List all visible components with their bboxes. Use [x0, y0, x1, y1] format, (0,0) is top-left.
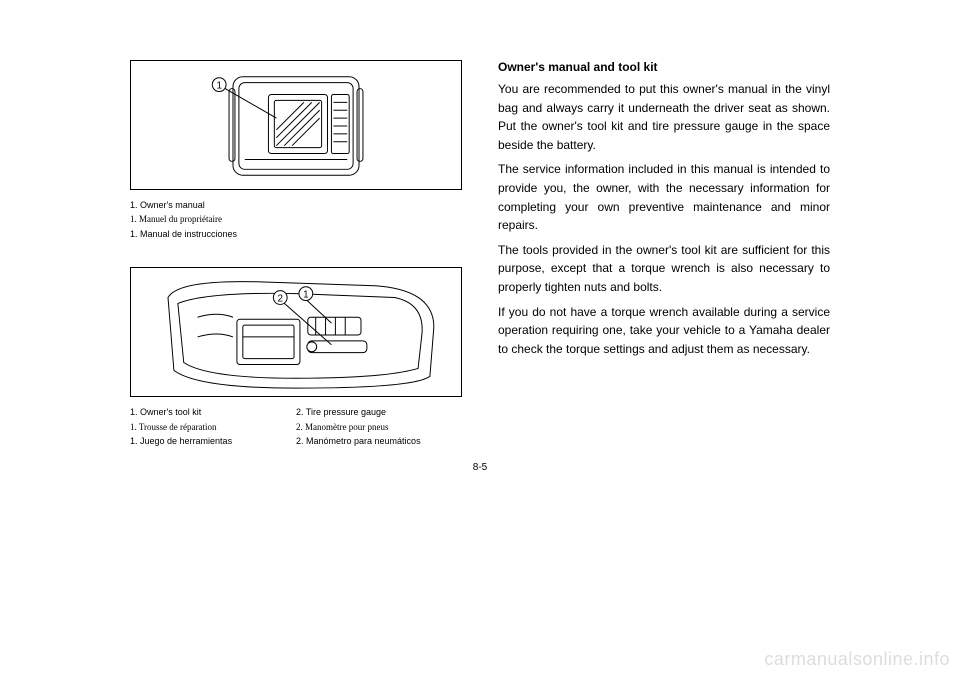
page-number: 8-5	[130, 462, 830, 473]
svg-text:1: 1	[216, 81, 221, 92]
svg-text:1: 1	[303, 290, 308, 301]
fig2-caption-es-1: 1. Juego de herramientas	[130, 434, 296, 448]
watermark: carmanualsonline.info	[764, 649, 950, 670]
fig1-caption-en: 1. Owner's manual	[130, 198, 462, 212]
two-column-layout: 1 1. Owner's manual 1. Manuel du proprié…	[130, 60, 830, 448]
section-heading: Owner's manual and tool kit	[498, 60, 830, 74]
paragraph-2: The service information included in this…	[498, 160, 830, 234]
left-column: 1 1. Owner's manual 1. Manuel du proprié…	[130, 60, 462, 448]
manual-page: 1 1. Owner's manual 1. Manuel du proprié…	[0, 0, 960, 678]
right-column: Owner's manual and tool kit You are reco…	[498, 60, 830, 448]
fig2-caption-fr-1: 1. Trousse de réparation	[130, 420, 296, 434]
fig1-caption-fr: 1. Manuel du propriétaire	[130, 212, 462, 226]
fig2-caption-en-1: 1. Owner's tool kit	[130, 405, 296, 419]
figure-1: 1	[130, 60, 462, 190]
figure-2: 1 2	[130, 267, 462, 397]
figure-2-captions: 1. Owner's tool kit 2. Tire pressure gau…	[130, 405, 462, 448]
figure-1-captions: 1. Owner's manual 1. Manuel du propriéta…	[130, 198, 462, 241]
figure-2-svg: 1 2	[131, 268, 461, 396]
paragraph-3: The tools provided in the owner's tool k…	[498, 241, 830, 297]
svg-text:2: 2	[278, 294, 283, 305]
fig2-caption-es-2: 2. Manómetro para neumáticos	[296, 434, 462, 448]
figure-1-svg: 1	[131, 61, 461, 189]
fig1-caption-es: 1. Manual de instrucciones	[130, 227, 462, 241]
paragraph-1: You are recommended to put this owner's …	[498, 80, 830, 154]
paragraph-4: If you do not have a torque wrench avail…	[498, 303, 830, 359]
fig2-caption-en-2: 2. Tire pressure gauge	[296, 405, 462, 419]
fig2-caption-fr-2: 2. Manomètre pour pneus	[296, 420, 462, 434]
